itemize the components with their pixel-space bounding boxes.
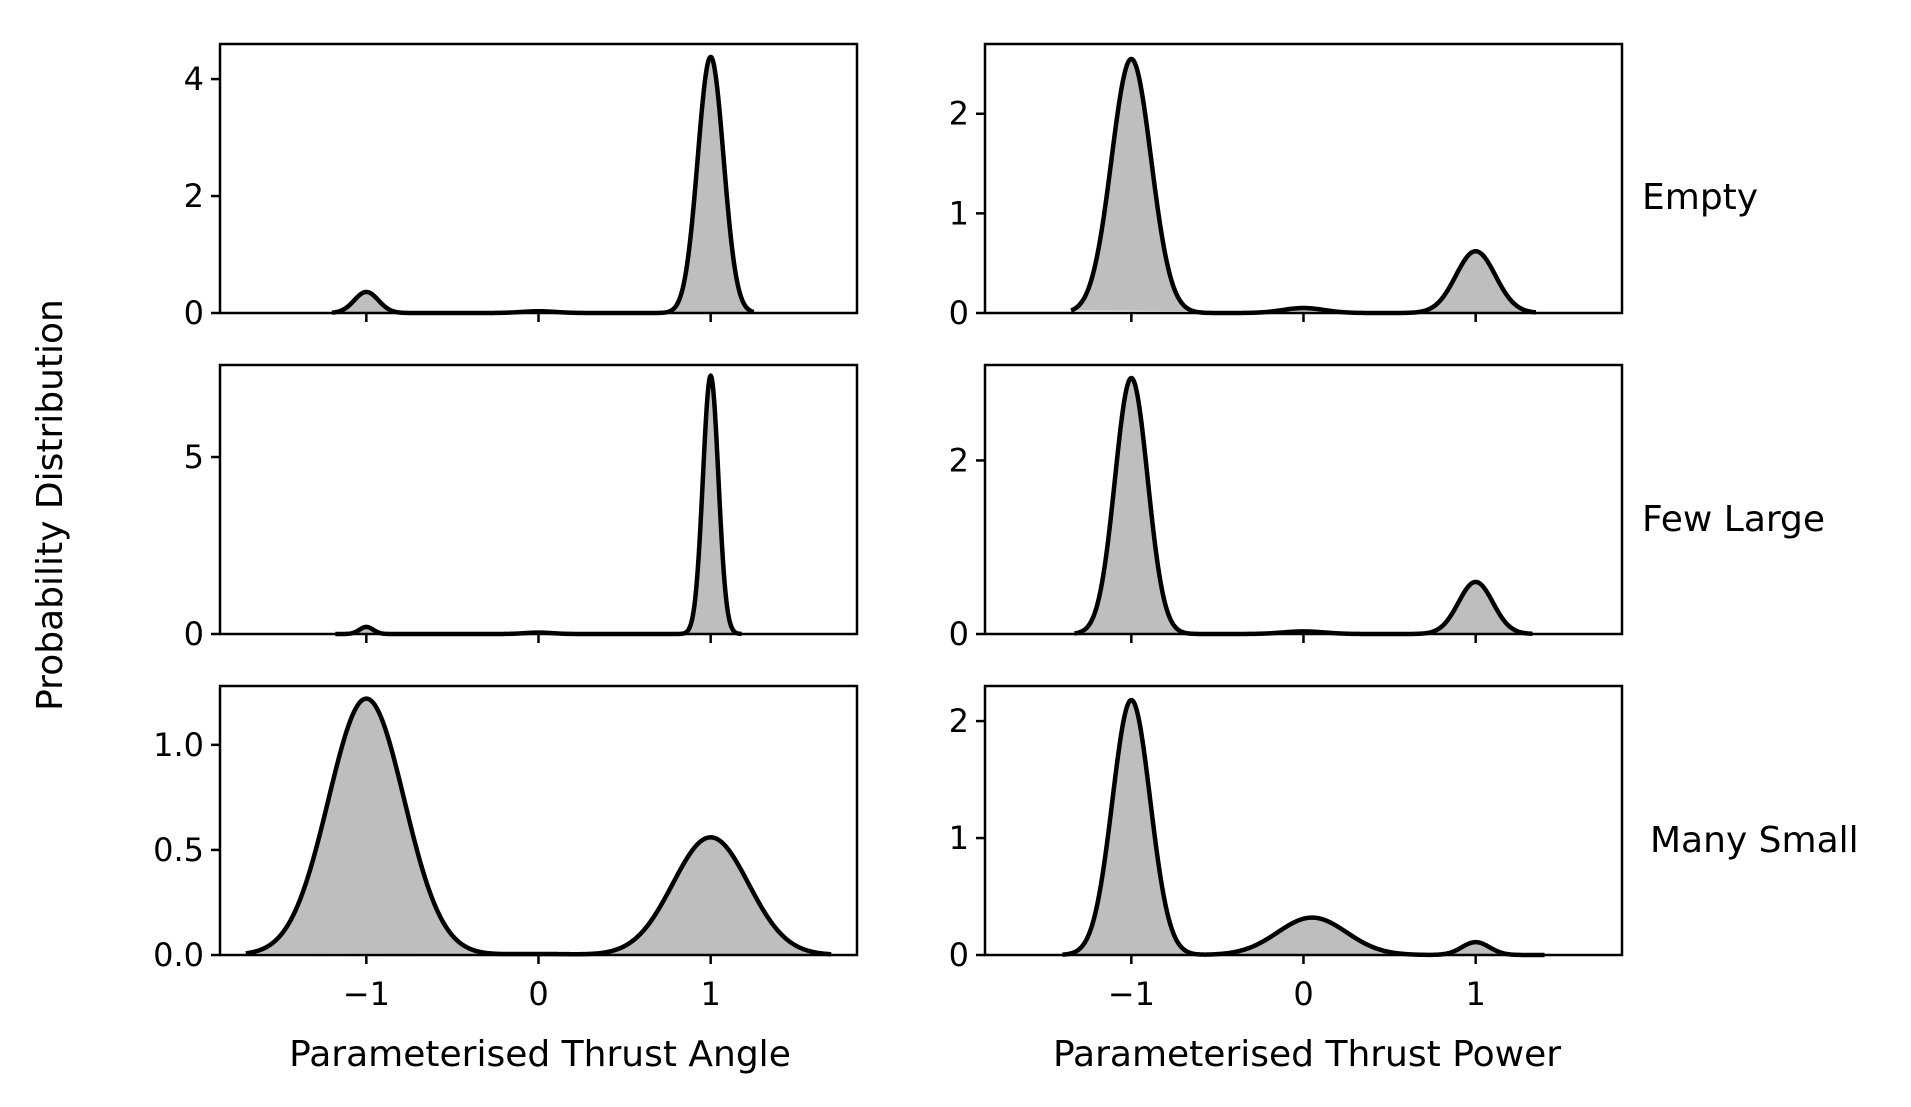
x-tick-label: 1 bbox=[1465, 975, 1485, 1013]
y-tick-label: 1 bbox=[949, 819, 969, 857]
panel-many-small-power: 0 1 2 −1 0 1 bbox=[949, 684, 1624, 1013]
y-tick-label: 1.0 bbox=[153, 726, 204, 764]
y-tick-label: 0 bbox=[949, 294, 969, 332]
y-tick-label: 2 bbox=[949, 702, 969, 740]
axes-frame bbox=[218, 363, 859, 636]
density-curve bbox=[1073, 375, 1534, 637]
x-axis-label-power: Parameterised Thrust Power bbox=[1053, 1034, 1561, 1075]
y-axis-label: Probability Distribution bbox=[30, 299, 71, 711]
x-tick-label: −1 bbox=[343, 975, 390, 1013]
row-label-few-large: Few Large bbox=[1642, 499, 1825, 540]
x-axis-label-angle: Parameterised Thrust Angle bbox=[289, 1034, 791, 1075]
axes-frame bbox=[983, 363, 1624, 636]
x-tick-label: 0 bbox=[528, 975, 548, 1013]
y-tick-label: 0 bbox=[184, 294, 204, 332]
y-tick-label: 4 bbox=[184, 60, 204, 98]
y-tick-label: 2 bbox=[949, 441, 969, 479]
axes-frame bbox=[983, 684, 1624, 957]
x-tick-label: 0 bbox=[1293, 975, 1313, 1013]
x-tick-label: 1 bbox=[700, 975, 720, 1013]
panel-few-large-power: 02 bbox=[949, 363, 1624, 653]
density-curve bbox=[1069, 56, 1538, 316]
panel-empty-angle: 0 2 4 bbox=[184, 42, 859, 332]
y-tick-label: 0.5 bbox=[153, 831, 204, 869]
y-tick-label: 0 bbox=[949, 615, 969, 653]
axes-frame bbox=[218, 42, 859, 315]
row-label-many-small: Many Small bbox=[1650, 820, 1859, 861]
y-tick-label: 0.0 bbox=[153, 936, 204, 974]
y-tick-label: 0 bbox=[949, 936, 969, 974]
y-tick-label: 2 bbox=[184, 177, 204, 215]
y-tick-label: 0 bbox=[184, 615, 204, 653]
density-curve bbox=[1061, 697, 1546, 958]
axes-frame bbox=[983, 42, 1624, 315]
panel-empty-power: 0 1 2 bbox=[949, 42, 1624, 332]
y-tick-label: 5 bbox=[184, 438, 204, 476]
y-tick-label: 1 bbox=[949, 194, 969, 232]
density-curve bbox=[330, 54, 756, 316]
density-curve bbox=[333, 373, 744, 637]
x-tick-label: −1 bbox=[1108, 975, 1155, 1013]
panel-few-large-angle: 05 bbox=[184, 363, 859, 653]
row-label-empty: Empty bbox=[1642, 177, 1758, 218]
panel-many-small-angle: 0.0 0.5 1.0 −1 0 1 bbox=[153, 684, 859, 1013]
y-tick-label: 2 bbox=[949, 95, 969, 133]
density-curve bbox=[244, 696, 833, 957]
